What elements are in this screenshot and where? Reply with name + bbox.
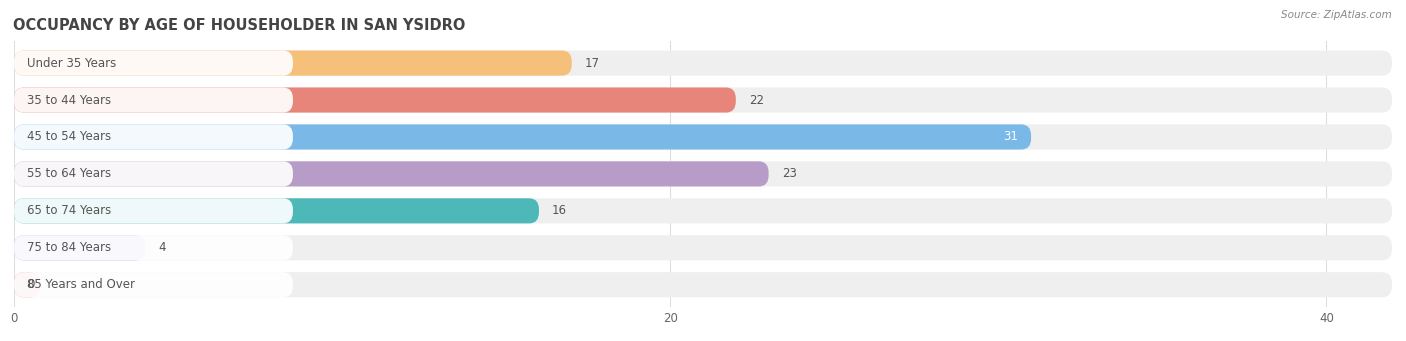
Text: 16: 16 [553,204,567,217]
FancyBboxPatch shape [14,88,735,113]
FancyBboxPatch shape [14,88,1392,113]
FancyBboxPatch shape [14,272,292,297]
FancyBboxPatch shape [14,161,292,187]
FancyBboxPatch shape [14,198,538,223]
FancyBboxPatch shape [14,124,1392,150]
FancyBboxPatch shape [14,161,769,187]
FancyBboxPatch shape [14,161,1392,187]
FancyBboxPatch shape [14,235,145,261]
Text: 22: 22 [749,93,763,106]
Text: 31: 31 [1002,131,1018,144]
FancyBboxPatch shape [14,50,1392,76]
Text: 75 to 84 Years: 75 to 84 Years [27,241,111,254]
Text: 0: 0 [27,278,35,291]
Text: 55 to 64 Years: 55 to 64 Years [27,167,111,180]
Text: Under 35 Years: Under 35 Years [27,57,117,70]
Text: 17: 17 [585,57,600,70]
FancyBboxPatch shape [14,124,1031,150]
FancyBboxPatch shape [14,272,1392,297]
Text: 23: 23 [782,167,797,180]
Text: 35 to 44 Years: 35 to 44 Years [27,93,111,106]
FancyBboxPatch shape [14,235,292,261]
Text: 4: 4 [159,241,166,254]
FancyBboxPatch shape [14,272,41,297]
FancyBboxPatch shape [14,235,1392,261]
Text: Source: ZipAtlas.com: Source: ZipAtlas.com [1281,10,1392,20]
FancyBboxPatch shape [14,124,292,150]
Text: 65 to 74 Years: 65 to 74 Years [27,204,111,217]
Text: 45 to 54 Years: 45 to 54 Years [27,131,111,144]
Text: OCCUPANCY BY AGE OF HOUSEHOLDER IN SAN YSIDRO: OCCUPANCY BY AGE OF HOUSEHOLDER IN SAN Y… [13,18,465,33]
FancyBboxPatch shape [14,198,292,223]
Text: 85 Years and Over: 85 Years and Over [27,278,135,291]
FancyBboxPatch shape [14,198,1392,223]
FancyBboxPatch shape [14,50,292,76]
FancyBboxPatch shape [14,88,292,113]
FancyBboxPatch shape [14,50,572,76]
